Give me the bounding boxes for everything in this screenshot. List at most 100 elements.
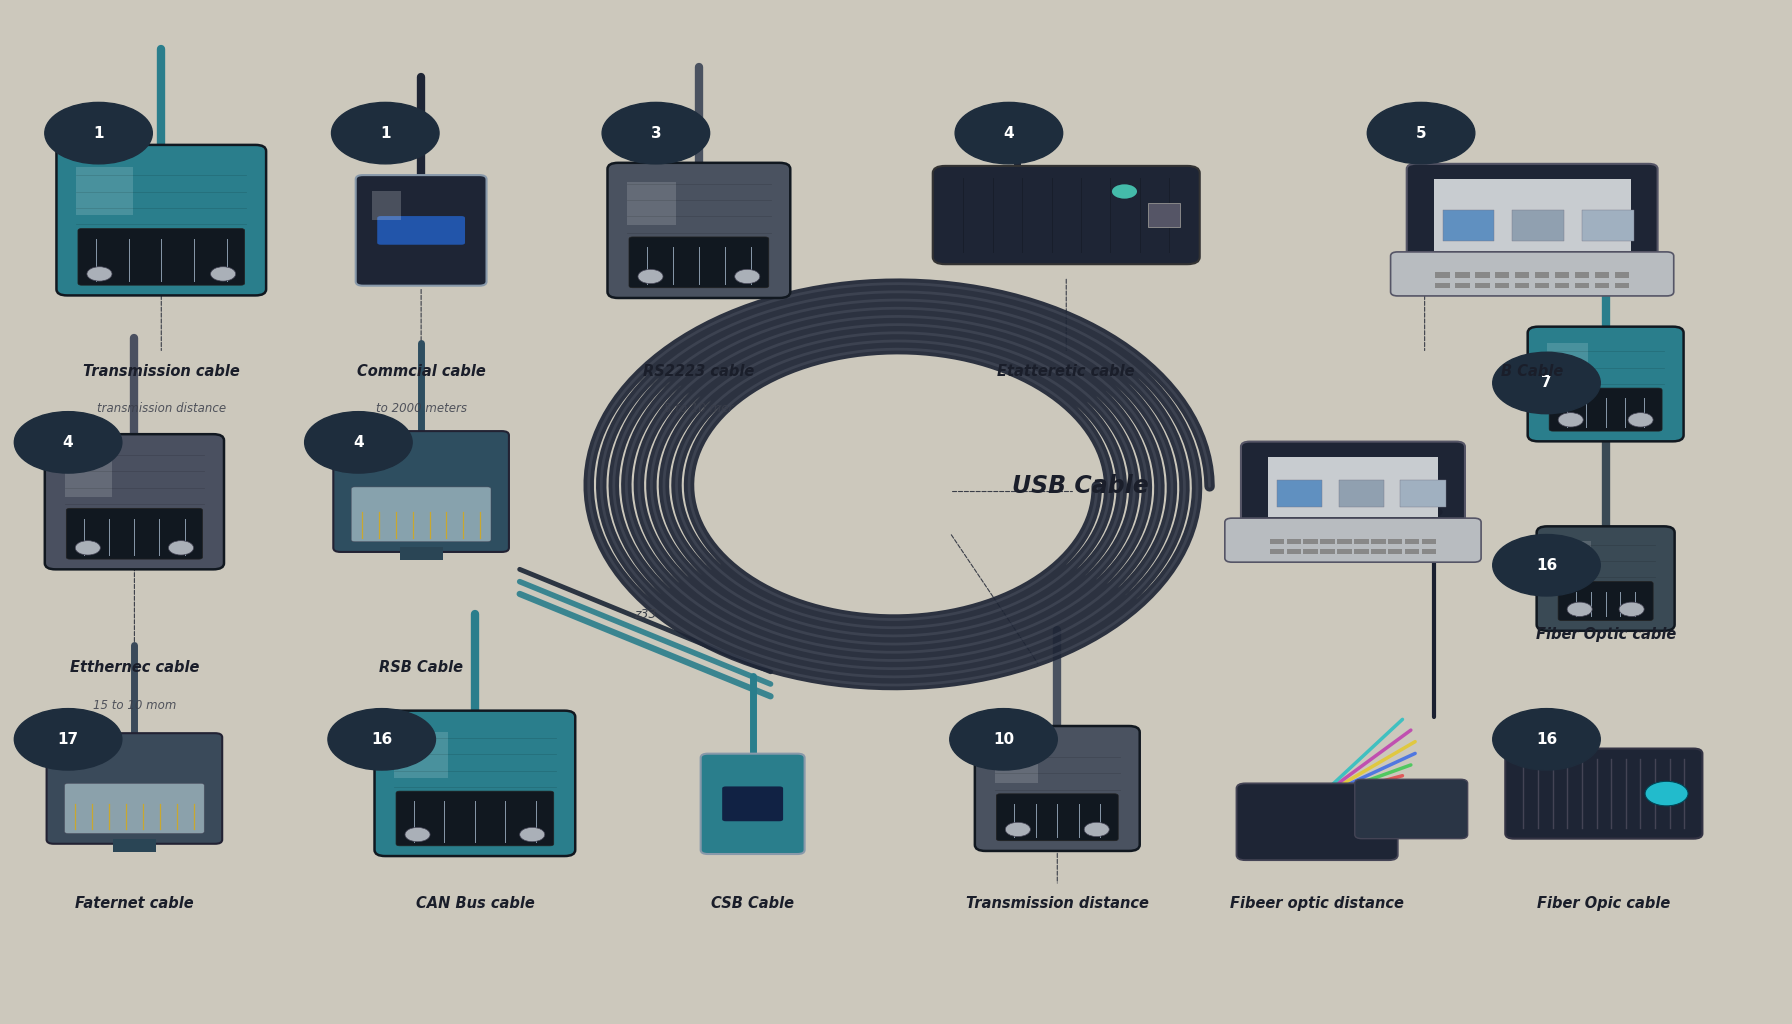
FancyBboxPatch shape bbox=[996, 794, 1118, 841]
Bar bbox=[1495, 272, 1509, 278]
Bar bbox=[1575, 283, 1590, 288]
Bar bbox=[1321, 539, 1335, 544]
Bar bbox=[1435, 272, 1450, 278]
Circle shape bbox=[955, 102, 1063, 164]
Bar bbox=[1287, 549, 1301, 554]
Bar bbox=[1405, 539, 1419, 544]
Circle shape bbox=[602, 102, 710, 164]
Text: Fiber Optic cable: Fiber Optic cable bbox=[1536, 627, 1676, 642]
Bar bbox=[1475, 283, 1489, 288]
Text: 4: 4 bbox=[353, 435, 364, 450]
Text: USB Cable: USB Cable bbox=[1012, 474, 1149, 499]
FancyBboxPatch shape bbox=[376, 216, 466, 245]
Bar bbox=[1405, 549, 1419, 554]
Text: 5: 5 bbox=[1416, 126, 1426, 140]
Bar bbox=[1582, 210, 1634, 241]
Bar bbox=[1514, 272, 1529, 278]
FancyBboxPatch shape bbox=[333, 431, 509, 552]
Text: to 2000 meters: to 2000 meters bbox=[376, 402, 466, 416]
Bar bbox=[1423, 539, 1437, 544]
Circle shape bbox=[14, 709, 122, 770]
FancyBboxPatch shape bbox=[722, 786, 783, 821]
Bar bbox=[1512, 210, 1564, 241]
FancyBboxPatch shape bbox=[1236, 783, 1398, 860]
Bar bbox=[113, 839, 156, 852]
Bar bbox=[1337, 549, 1351, 554]
Bar bbox=[1355, 549, 1369, 554]
Bar bbox=[1536, 283, 1550, 288]
FancyBboxPatch shape bbox=[375, 711, 575, 856]
FancyBboxPatch shape bbox=[1355, 779, 1468, 839]
FancyBboxPatch shape bbox=[47, 733, 222, 844]
Bar bbox=[1475, 272, 1489, 278]
Text: 3: 3 bbox=[650, 126, 661, 140]
Bar bbox=[1355, 539, 1369, 544]
FancyBboxPatch shape bbox=[629, 237, 769, 288]
FancyBboxPatch shape bbox=[65, 783, 204, 834]
Bar bbox=[1401, 480, 1446, 507]
Bar bbox=[1557, 541, 1591, 573]
FancyBboxPatch shape bbox=[1548, 388, 1663, 431]
Bar bbox=[1389, 549, 1403, 554]
Bar bbox=[1321, 549, 1335, 554]
Bar bbox=[65, 454, 111, 497]
Text: Fiber Opic cable: Fiber Opic cable bbox=[1538, 896, 1670, 911]
Text: 15 to 10 mom: 15 to 10 mom bbox=[93, 699, 176, 713]
Text: 10: 10 bbox=[993, 732, 1014, 746]
Bar bbox=[75, 167, 133, 215]
Circle shape bbox=[45, 102, 152, 164]
Circle shape bbox=[75, 541, 100, 555]
Bar bbox=[1595, 272, 1609, 278]
Bar bbox=[1536, 272, 1550, 278]
Text: Etatteretic cable: Etatteretic cable bbox=[998, 364, 1134, 379]
Circle shape bbox=[1493, 352, 1600, 414]
FancyBboxPatch shape bbox=[934, 166, 1201, 264]
Text: transmission distance: transmission distance bbox=[97, 402, 226, 416]
Circle shape bbox=[86, 266, 111, 281]
Text: 16: 16 bbox=[1536, 558, 1557, 572]
Text: Etthernec cable: Etthernec cable bbox=[70, 660, 199, 676]
Bar bbox=[1303, 549, 1317, 554]
Text: B Cable: B Cable bbox=[1502, 364, 1563, 379]
Text: 5 to 10 mer: 5 to 10 mer bbox=[665, 402, 733, 416]
Bar bbox=[1548, 343, 1588, 379]
Text: 17: 17 bbox=[57, 732, 79, 746]
Bar bbox=[627, 182, 676, 225]
Bar bbox=[1147, 203, 1181, 227]
Circle shape bbox=[520, 827, 545, 842]
Bar bbox=[1303, 539, 1317, 544]
Circle shape bbox=[14, 412, 122, 473]
Bar bbox=[1595, 283, 1609, 288]
Bar bbox=[1495, 283, 1509, 288]
Circle shape bbox=[1493, 535, 1600, 596]
FancyBboxPatch shape bbox=[1559, 582, 1654, 621]
Text: Faternet cable: Faternet cable bbox=[75, 896, 194, 911]
Circle shape bbox=[1005, 822, 1030, 837]
FancyBboxPatch shape bbox=[1391, 252, 1674, 296]
FancyBboxPatch shape bbox=[1226, 518, 1480, 562]
Bar bbox=[1276, 480, 1322, 507]
FancyBboxPatch shape bbox=[351, 486, 491, 542]
Text: CSB Cable: CSB Cable bbox=[711, 896, 794, 911]
Bar bbox=[1287, 539, 1301, 544]
Bar bbox=[1389, 539, 1403, 544]
Text: 7: 7 bbox=[1541, 376, 1552, 390]
Circle shape bbox=[1620, 602, 1645, 616]
Bar bbox=[1514, 283, 1529, 288]
Circle shape bbox=[1425, 507, 1443, 517]
Circle shape bbox=[1111, 184, 1138, 199]
Circle shape bbox=[332, 102, 439, 164]
Bar bbox=[1271, 539, 1285, 544]
Text: CAN Bus cable: CAN Bus cable bbox=[416, 896, 534, 911]
Text: RS2223 cable: RS2223 cable bbox=[643, 364, 754, 379]
FancyBboxPatch shape bbox=[975, 726, 1140, 851]
Bar bbox=[1371, 549, 1385, 554]
FancyBboxPatch shape bbox=[607, 163, 790, 298]
Circle shape bbox=[735, 269, 760, 284]
Circle shape bbox=[305, 412, 412, 473]
Text: 4: 4 bbox=[63, 435, 73, 450]
Bar bbox=[995, 743, 1038, 783]
Circle shape bbox=[1367, 102, 1475, 164]
Bar bbox=[1455, 283, 1469, 288]
Text: Fibeer optic distance: Fibeer optic distance bbox=[1229, 896, 1405, 911]
